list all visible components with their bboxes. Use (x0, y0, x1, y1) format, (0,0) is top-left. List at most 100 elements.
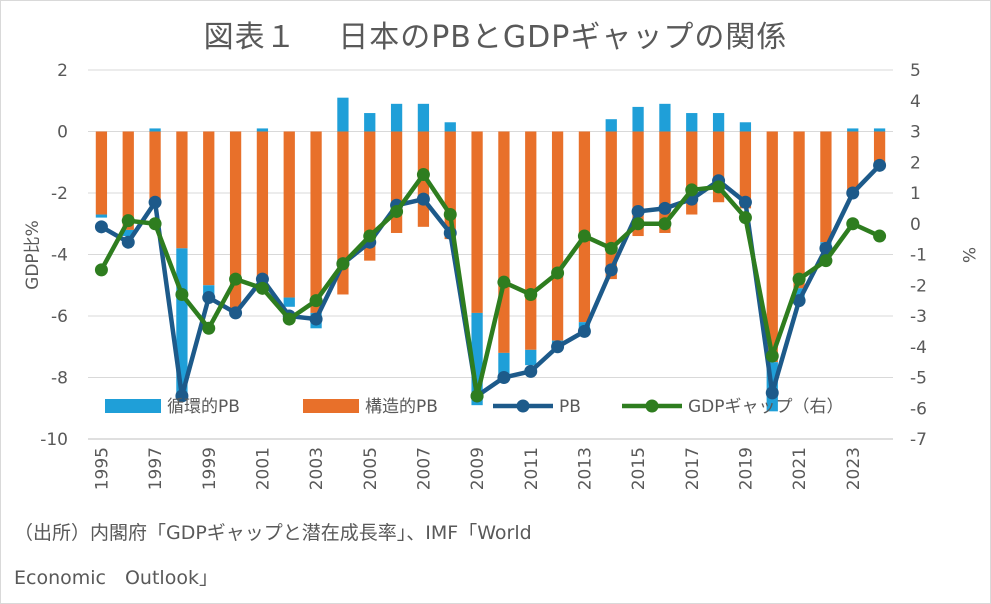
x-tick-label: 2009 (468, 447, 488, 490)
legend: 循環的PB 構造的PB PB GDPギャップ（右） (105, 397, 844, 417)
structural-bar (525, 131, 537, 350)
pb-point (551, 340, 565, 354)
gdp-gap-point (873, 229, 887, 243)
gdp-gap-point (631, 217, 645, 231)
y2-tick-label: 1 (910, 184, 921, 204)
pb-point (524, 364, 538, 378)
y2-tick-label: 0 (910, 215, 921, 235)
pb-line (100, 163, 882, 399)
structural-bar (444, 131, 456, 240)
structural-bar (820, 131, 832, 243)
pb-point (497, 371, 511, 384)
y2-tick-label: -1 (910, 246, 927, 266)
left-axis-ticks: 2 0 -2 -4 -6 -8 -10 (40, 61, 68, 450)
structural-bar (686, 131, 698, 215)
pb-point (416, 192, 430, 206)
legend-label: PB (559, 397, 581, 417)
structural-bar (739, 131, 752, 209)
structural-bar (578, 131, 591, 323)
cyclical-bar (283, 297, 295, 307)
legend-marker (645, 399, 659, 413)
structural-bar (632, 131, 644, 237)
structural-bar (793, 131, 805, 289)
pb-point (309, 312, 323, 326)
gdp-gap-point (738, 211, 752, 225)
gdp-gap-point (363, 229, 377, 243)
legend-swatch (105, 399, 161, 413)
gdp-gap-point (416, 168, 430, 182)
pb-point (873, 158, 887, 172)
source-note-line2: Economic Outlook」 (14, 567, 218, 589)
gdp-gap-point (202, 321, 216, 335)
pb-point (604, 263, 618, 277)
y-tick-label: -2 (51, 184, 68, 204)
gdp-gap-point (819, 254, 833, 268)
gdp-gap-point (309, 294, 323, 308)
structural-bar (337, 131, 349, 295)
gdp-gap-point (255, 281, 269, 295)
gdp-gap-point (577, 229, 591, 243)
x-tick-label: 2017 (683, 447, 703, 490)
y2-tick-label: 5 (910, 61, 921, 81)
right-axis-label: % (958, 247, 978, 263)
right-axis-ticks: 5 4 3 2 1 0 -1 -2 -3 -4 -5 -6 -7 (910, 61, 927, 450)
pb-point (121, 235, 135, 249)
pb-point (792, 294, 806, 308)
y-tick-label: -10 (40, 430, 68, 450)
cyclical-bar (525, 349, 537, 366)
structural-bar (659, 131, 671, 233)
structural-bar (176, 131, 188, 249)
structural-bar (310, 131, 322, 313)
y2-tick-label: -6 (910, 399, 927, 419)
bar-series (95, 97, 886, 412)
pb-point (229, 306, 243, 320)
pb-point (846, 186, 860, 200)
pb-point (255, 272, 269, 286)
y-tick-label: -4 (51, 246, 68, 266)
y2-tick-label: -2 (910, 276, 927, 296)
pb-point (631, 204, 645, 218)
cyclical-bar (444, 122, 456, 132)
gdp-gap-point (470, 389, 484, 403)
x-tick-label: 2005 (361, 447, 381, 490)
structural-bar (471, 131, 483, 313)
pb-point (738, 195, 752, 209)
structural-bar (766, 131, 778, 363)
x-tick-label: 2011 (522, 447, 542, 490)
cyclical-bar (256, 128, 269, 132)
cyclical-bar (176, 248, 188, 400)
y-tick-label: 0 (57, 123, 68, 143)
cyclical-bar (605, 119, 617, 132)
cyclical-bar (873, 128, 886, 132)
structural-bar (712, 131, 725, 203)
gdp-gap-point (121, 214, 135, 228)
pb-point (658, 201, 672, 215)
gdp-gap-point (712, 180, 726, 194)
cyclical-bar (337, 97, 349, 132)
structural-bar (551, 131, 564, 341)
gdp-gap-point (524, 287, 538, 301)
structural-bar (847, 131, 859, 193)
structural-bar (364, 131, 376, 261)
x-tick-label: 2021 (790, 447, 810, 490)
gdp-gap-point (390, 204, 404, 218)
cyclical-bar (498, 352, 510, 378)
gdp-gap-line (99, 172, 881, 399)
gdp-gap-point (765, 349, 779, 363)
gdp-gap-point (685, 183, 699, 197)
gdp-gap-point (658, 217, 672, 231)
cyclical-bar (686, 113, 698, 132)
pb-point (765, 386, 779, 400)
gdp-gap-point (497, 275, 511, 289)
pb-point (175, 389, 189, 403)
cyclical-bar (95, 214, 108, 218)
pb-point (819, 241, 833, 255)
pb-point (94, 220, 108, 234)
gridlines (88, 69, 893, 440)
cyclical-bar (417, 103, 430, 132)
x-tick-label: 2001 (253, 447, 273, 490)
cyclical-bar (149, 128, 161, 132)
gdp-gap-point (175, 287, 189, 301)
structural-bar (256, 131, 269, 277)
gdp-gap-point (443, 208, 457, 222)
